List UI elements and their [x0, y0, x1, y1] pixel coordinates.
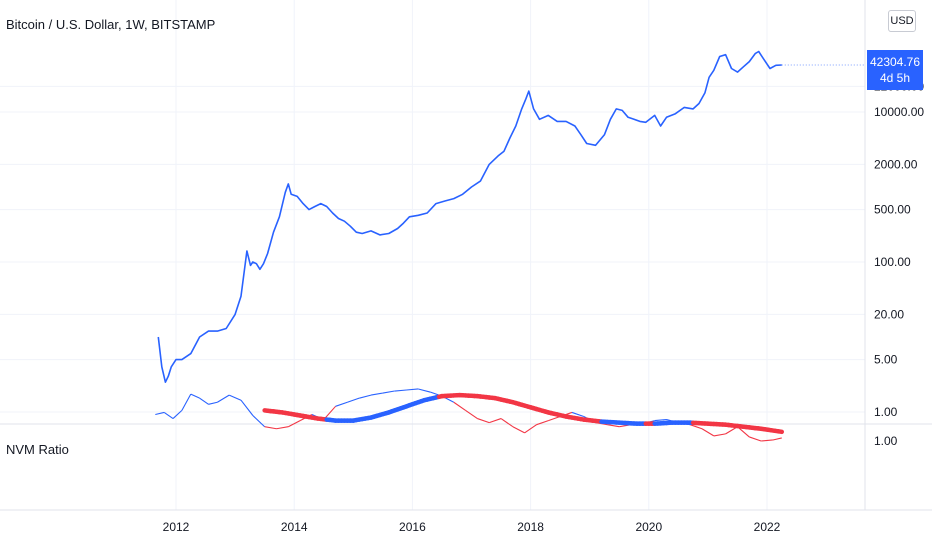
nvm-ratio-line-segment: [252, 415, 266, 428]
nvm-ratio-line-segment: [465, 409, 478, 420]
nvm-ratio-line-segment: [276, 426, 289, 430]
nvm-ratio-line-segment: [689, 424, 703, 430]
nvm-ratio-line-segment: [524, 424, 537, 434]
nvm-ratio-line-segment: [477, 418, 490, 424]
nvm-ratio-line-segment: [382, 390, 395, 394]
nvm-ratio-line-segment: [536, 420, 549, 426]
nvm-ratio-line-segment: [199, 397, 209, 405]
chart-title: Bitcoin / U.S. Dollar, 1W, BITSTAMP: [6, 17, 215, 32]
nvm-ratio-line-segment: [761, 439, 773, 442]
nvm-ratio-line-segment: [181, 393, 192, 411]
nvm-ratio-line-segment: [208, 401, 218, 405]
time-tick-label: 2016: [399, 520, 426, 534]
last-price-value: 42304.76: [869, 55, 921, 69]
price-tick-label: 1.00: [874, 405, 898, 419]
time-tick-label: 2012: [163, 520, 190, 534]
price-tick-label: 2000.00: [874, 157, 918, 171]
nvm-ratio-line-segment: [190, 393, 200, 399]
currency-label: USD: [890, 15, 914, 27]
indicator-tick-label: 1.00: [874, 434, 898, 448]
time-tick-label: 2014: [281, 520, 308, 534]
nvm-ratio-line-segment: [713, 433, 726, 437]
price-tick-label: 20.00: [874, 307, 904, 321]
last-price-label: 42304.76 4d 5h: [867, 50, 923, 90]
nvm-ratio-line-segment: [772, 437, 782, 441]
nvm-ratio-line-segment: [172, 409, 183, 419]
nvm-ratio-line-segment: [607, 424, 620, 428]
price-tick-label: 100.00: [874, 255, 911, 269]
nvm-signal-line-segment: [776, 429, 785, 435]
indicator-title: NVM Ratio: [6, 442, 69, 457]
nvm-ratio-line-segment: [370, 392, 383, 396]
nvm-ratio-line-segment: [240, 399, 254, 416]
nvm-ratio-line-segment: [489, 418, 502, 424]
time-tick-label: 2018: [517, 520, 544, 534]
nvm-ratio-line-segment: [394, 389, 407, 392]
nvm-ratio-line-segment: [163, 411, 174, 420]
nvm-ratio-line-segment: [749, 436, 762, 442]
nvm-ratio-line-segment: [512, 426, 525, 434]
nvm-ratio-line-segment: [548, 416, 561, 422]
nvm-ratio-line-segment: [453, 401, 466, 411]
nvm-ratio-line-segment: [359, 394, 372, 399]
nvm-ratio-line-segment: [500, 418, 514, 428]
nvm-ratio-line-segment: [264, 426, 277, 430]
nvm-ratio-line-segment: [571, 411, 584, 418]
nvm-ratio-line-segment: [155, 411, 165, 416]
nvm-ratio-line-segment: [654, 419, 667, 422]
price-tick-label: 10000.00: [874, 105, 924, 119]
nvm-ratio-line-segment: [288, 420, 301, 428]
bar-countdown: 4d 5h: [879, 71, 911, 85]
currency-button[interactable]: USD: [888, 10, 916, 32]
price-series-line: [157, 50, 782, 383]
nvm-ratio-line-segment: [418, 388, 431, 393]
time-tick-label: 2022: [754, 520, 781, 534]
nvm-ratio-line-segment: [347, 397, 360, 403]
price-tick-label: 5.00: [874, 353, 898, 367]
nvm-ratio-line-segment: [406, 388, 419, 391]
nvm-ratio-line-segment: [701, 428, 715, 437]
price-tick-label: 500.00: [874, 203, 911, 217]
nvm-ratio-line-segment: [335, 401, 348, 407]
time-tick-label: 2020: [635, 520, 662, 534]
nvm-ratio-line-segment: [228, 394, 242, 401]
nvm-ratio-line-segment: [217, 394, 230, 403]
